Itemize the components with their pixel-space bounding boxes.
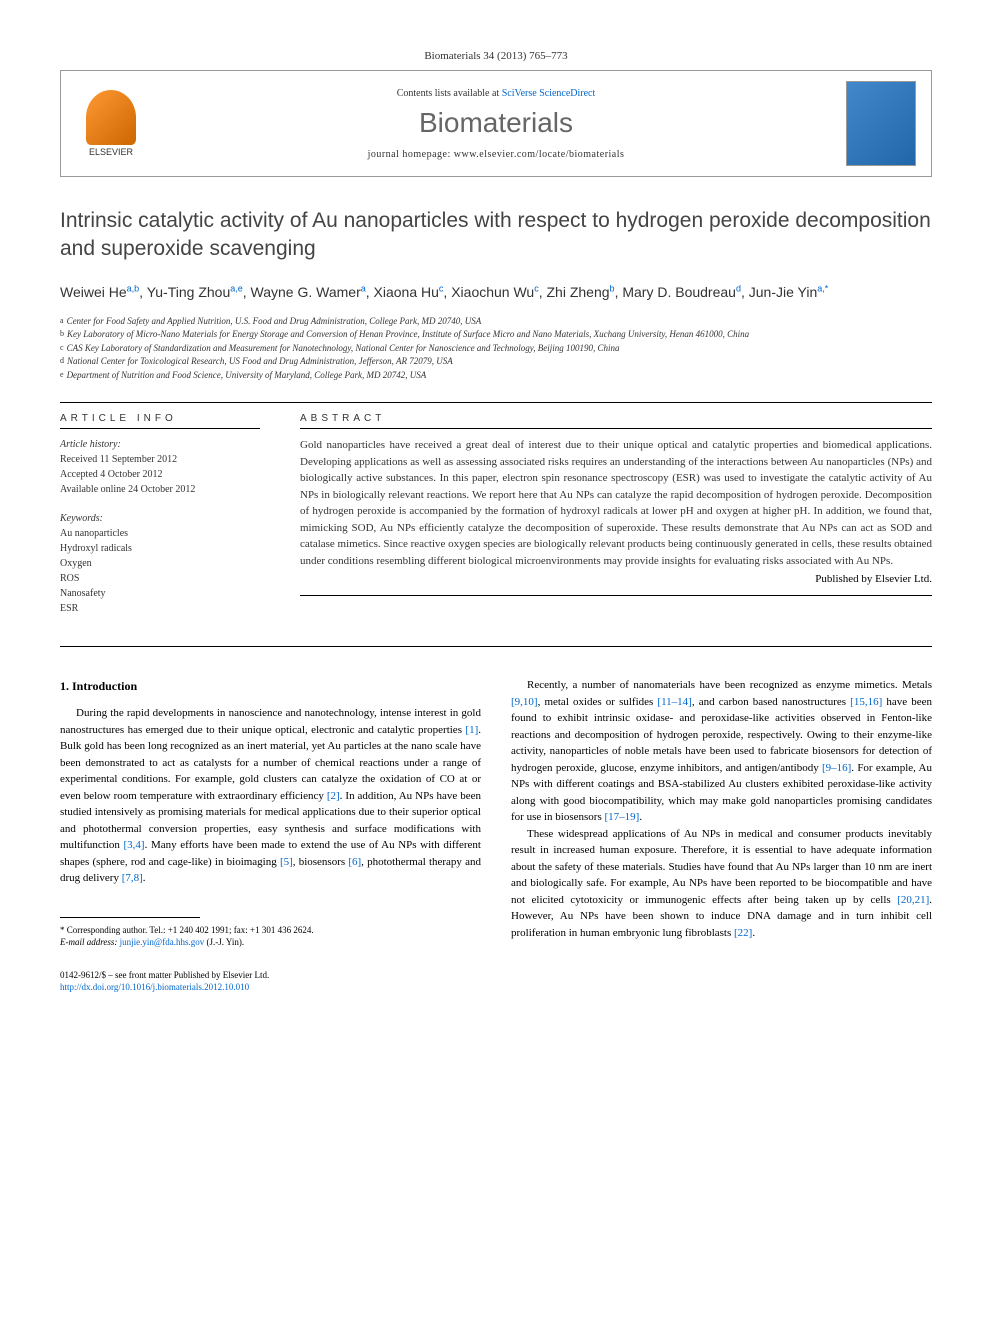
affiliation-link[interactable]: b [610, 283, 615, 293]
author: Xiaona Huc [374, 284, 444, 300]
citation-link[interactable]: [17–19] [605, 811, 640, 823]
citation-link[interactable]: [5] [280, 856, 293, 868]
corresponding-author-footnote: * Corresponding author. Tel.: +1 240 402… [60, 924, 481, 949]
affiliation: aCenter for Food Safety and Applied Nutr… [60, 315, 932, 329]
citation-line: Biomaterials 34 (2013) 765–773 [60, 50, 932, 62]
elsevier-tree-icon [86, 90, 136, 145]
author: Yu-Ting Zhoua,e [147, 284, 243, 300]
citation-link[interactable]: [15,16] [850, 696, 882, 708]
affiliation-link[interactable]: d [736, 283, 741, 293]
history-label: Article history: [60, 439, 121, 450]
divider [60, 428, 260, 429]
affiliation-link[interactable]: a,b [127, 283, 140, 293]
article-info-label: ARTICLE INFO [60, 413, 260, 424]
divider [60, 402, 932, 403]
citation-link[interactable]: [20,21] [897, 894, 929, 906]
affiliation-link[interactable]: a [361, 283, 366, 293]
sciverse-link[interactable]: SciVerse ScienceDirect [502, 88, 596, 99]
issn-line: 0142-9612/$ – see front matter Published… [60, 970, 269, 980]
citation-link[interactable]: [7,8] [122, 872, 143, 884]
keyword: ESR [60, 603, 78, 614]
body-column-left: 1. Introduction During the rapid develop… [60, 677, 481, 994]
keyword: Au nanoparticles [60, 528, 128, 539]
keyword: Nanosafety [60, 588, 106, 599]
journal-cover-thumbnail [846, 81, 916, 166]
citation-link[interactable]: [22] [734, 927, 752, 939]
publisher-name: ELSEVIER [89, 147, 133, 157]
citation-link[interactable]: [9,10] [511, 696, 538, 708]
abstract-text: Gold nanoparticles have received a great… [300, 437, 932, 569]
doi-link[interactable]: http://dx.doi.org/10.1016/j.biomaterials… [60, 982, 249, 992]
journal-title: Biomaterials [146, 107, 846, 139]
body-paragraph: During the rapid developments in nanosci… [60, 705, 481, 887]
keyword: ROS [60, 573, 79, 584]
accepted-date: Accepted 4 October 2012 [60, 469, 162, 480]
body-paragraph: Recently, a number of nanomaterials have… [511, 677, 932, 826]
citation-link[interactable]: [3,4] [124, 839, 145, 851]
email-link[interactable]: junjie.yin@fda.hhs.gov [120, 937, 205, 947]
citation-link[interactable]: [11–14] [657, 696, 691, 708]
body-paragraph: These widespread applications of Au NPs … [511, 826, 932, 942]
publisher-line: Published by Elsevier Ltd. [300, 573, 932, 585]
affiliation-link[interactable]: c [534, 283, 539, 293]
keywords-label: Keywords: [60, 513, 103, 524]
citation-link[interactable]: [1] [465, 724, 478, 736]
divider [300, 428, 932, 429]
keywords-block: Keywords: Au nanoparticles Hydroxyl radi… [60, 511, 260, 616]
author-list: Weiwei Hea,b, Yu-Ting Zhoua,e, Wayne G. … [60, 282, 932, 303]
article-history: Article history: Received 11 September 2… [60, 437, 260, 497]
author: Mary D. Boudreaud [622, 284, 741, 300]
online-date: Available online 24 October 2012 [60, 484, 195, 495]
page-container: Biomaterials 34 (2013) 765–773 ELSEVIER … [0, 0, 992, 1044]
citation-link[interactable]: [6] [348, 856, 361, 868]
section-heading: 1. Introduction [60, 677, 481, 695]
affiliation-link[interactable]: c [439, 283, 444, 293]
affiliation-link[interactable]: a,* [817, 283, 828, 293]
author: Jun-Jie Yina,* [749, 284, 829, 300]
divider [300, 595, 932, 596]
keyword: Hydroxyl radicals [60, 543, 132, 554]
header-center: Contents lists available at SciVerse Sci… [146, 88, 846, 160]
citation-link[interactable]: [2] [327, 790, 340, 802]
author: Xiaochun Wuc [451, 284, 539, 300]
body-columns: 1. Introduction During the rapid develop… [60, 677, 932, 994]
footnote-separator [60, 917, 200, 918]
author: Zhi Zhengb [547, 284, 615, 300]
divider [60, 646, 932, 647]
body-column-right: Recently, a number of nanomaterials have… [511, 677, 932, 994]
contents-list-line: Contents lists available at SciVerse Sci… [146, 88, 846, 99]
journal-header: ELSEVIER Contents lists available at Sci… [60, 70, 932, 177]
affiliation: bKey Laboratory of Micro-Nano Materials … [60, 328, 932, 342]
affiliation-list: aCenter for Food Safety and Applied Nutr… [60, 315, 932, 383]
keyword: Oxygen [60, 558, 92, 569]
affiliation: eDepartment of Nutrition and Food Scienc… [60, 369, 932, 383]
journal-homepage: journal homepage: www.elsevier.com/locat… [146, 149, 846, 160]
affiliation-link[interactable]: a,e [230, 283, 243, 293]
contents-text: Contents lists available at [397, 88, 502, 99]
copyright-doi: 0142-9612/$ – see front matter Published… [60, 969, 481, 994]
affiliation: cCAS Key Laboratory of Standardization a… [60, 342, 932, 356]
received-date: Received 11 September 2012 [60, 454, 177, 465]
citation-link[interactable]: [9–16] [822, 762, 851, 774]
affiliation: dNational Center for Toxicological Resea… [60, 355, 932, 369]
article-info-column: ARTICLE INFO Article history: Received 1… [60, 413, 260, 616]
abstract-label: ABSTRACT [300, 413, 932, 424]
info-abstract-row: ARTICLE INFO Article history: Received 1… [60, 413, 932, 616]
author: Weiwei Hea,b [60, 284, 139, 300]
publisher-logo: ELSEVIER [76, 84, 146, 164]
abstract-column: ABSTRACT Gold nanoparticles have receive… [300, 413, 932, 616]
article-title: Intrinsic catalytic activity of Au nanop… [60, 207, 932, 264]
author: Wayne G. Wamera [251, 284, 366, 300]
